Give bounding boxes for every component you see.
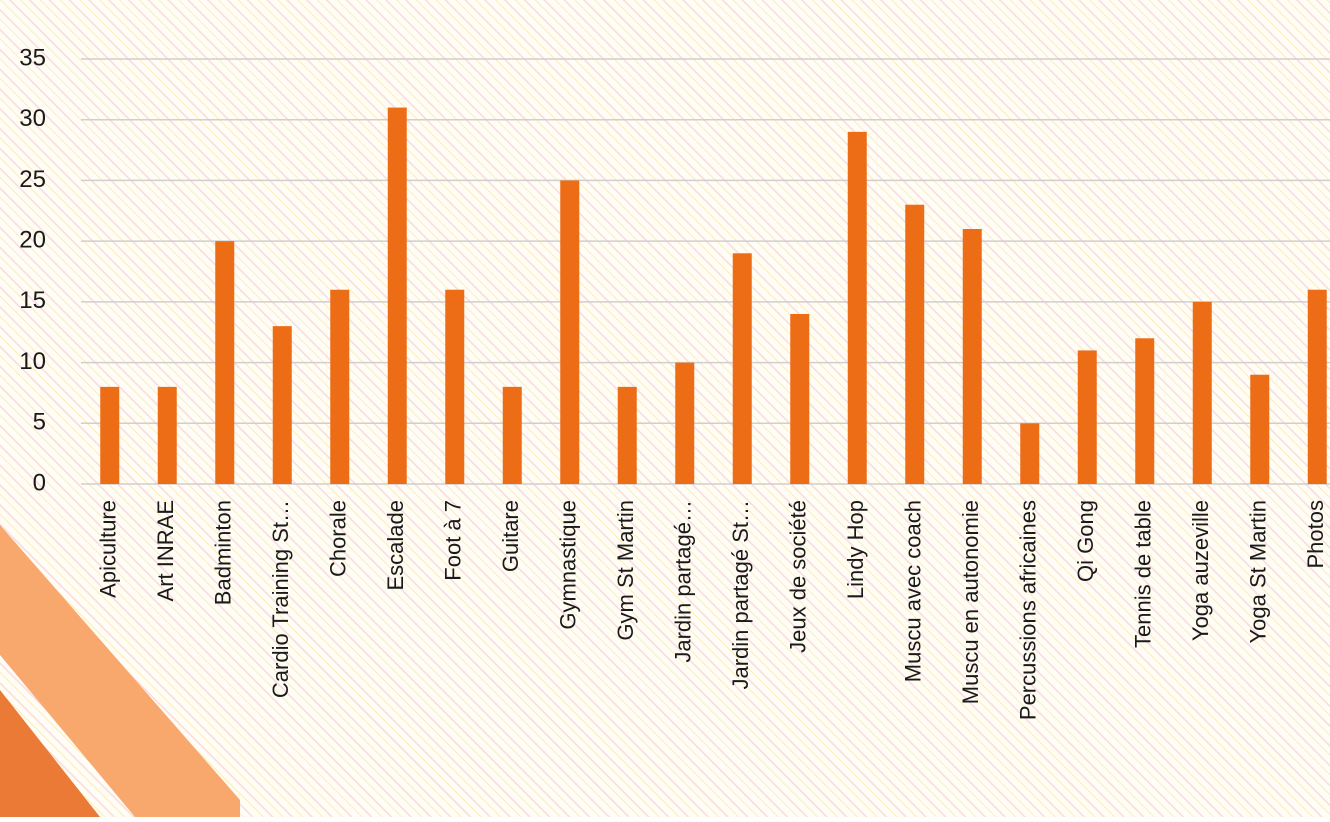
x-tick-label: Muscu en autonomie <box>958 500 983 704</box>
bar <box>1250 374 1270 484</box>
bar <box>445 289 465 484</box>
bar <box>1135 338 1155 484</box>
x-tick-label: Chorale <box>326 500 351 577</box>
bar <box>1077 350 1097 484</box>
x-tick-label: Gym St Martin <box>613 500 638 641</box>
bar <box>502 386 522 484</box>
bar <box>560 180 580 484</box>
bar <box>1192 301 1212 484</box>
y-tick-label: 20 <box>19 226 46 253</box>
x-tick-label: Jardin partagé St… <box>728 500 753 690</box>
bar <box>617 386 637 484</box>
x-tick-label: Escalade <box>383 500 408 591</box>
y-tick-label: 5 <box>33 409 46 436</box>
x-tick-label: Jeux de société <box>786 500 811 653</box>
x-tick-label: Cardio Training St… <box>268 500 293 698</box>
x-tick-label: Jardin partagé… <box>671 500 696 663</box>
x-tick-label: Yoga St Martin <box>1246 500 1271 644</box>
y-tick-label: 15 <box>19 287 46 314</box>
x-tick-label: Badminton <box>211 500 236 605</box>
y-tick-label: 0 <box>33 469 46 496</box>
bar <box>847 131 867 484</box>
x-tick-label: Lindy Hop <box>843 500 868 599</box>
x-tick-label: Percussions africaines <box>1016 500 1041 720</box>
bar <box>962 229 982 484</box>
bar <box>157 386 177 484</box>
y-tick-label: 25 <box>19 166 46 193</box>
y-tick-label: 35 <box>19 44 46 71</box>
x-tick-label: Art INRAE <box>153 500 178 601</box>
x-tick-label: Yoga auzeville <box>1188 500 1213 641</box>
decor-stripe <box>0 525 240 817</box>
y-tick-label: 30 <box>19 105 46 132</box>
x-tick-label: Muscu avec coach <box>901 500 926 682</box>
bar <box>215 241 235 484</box>
x-tick-label: Tennis de table <box>1131 500 1156 648</box>
bar <box>732 253 752 484</box>
decor-stripe <box>0 690 100 817</box>
bar <box>330 289 350 484</box>
bar <box>387 107 407 485</box>
bar <box>905 204 925 484</box>
bar <box>1020 423 1040 484</box>
bar <box>790 314 810 484</box>
bar <box>675 362 695 484</box>
x-tick-label: Gymnastique <box>556 500 581 630</box>
bar <box>1307 289 1327 484</box>
bar <box>272 326 292 484</box>
x-tick-label: Foot à 7 <box>441 500 466 581</box>
x-tick-label: Qi Gong <box>1073 500 1098 582</box>
x-tick-label: Photos <box>1303 500 1328 569</box>
plot: 0 5 10 15 20 25 30 35 Apiculture Art INRAE Badmint… <box>19 44 1330 720</box>
y-tick-label: 10 <box>19 348 46 375</box>
x-tick-label: Guitare <box>498 500 523 572</box>
x-tick-label: Apiculture <box>96 500 121 598</box>
bar <box>100 386 120 484</box>
